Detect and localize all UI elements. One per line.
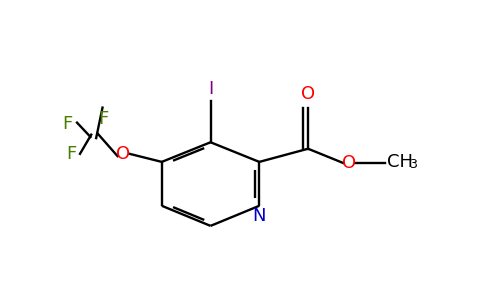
Text: O: O [342, 154, 356, 172]
Text: F: F [62, 115, 73, 133]
Text: F: F [99, 110, 109, 128]
Text: N: N [253, 207, 266, 225]
Text: CH: CH [387, 153, 413, 171]
Text: I: I [208, 80, 213, 98]
Text: O: O [117, 145, 131, 163]
Text: O: O [301, 85, 315, 103]
Text: 3: 3 [409, 158, 417, 171]
Text: F: F [66, 145, 76, 163]
